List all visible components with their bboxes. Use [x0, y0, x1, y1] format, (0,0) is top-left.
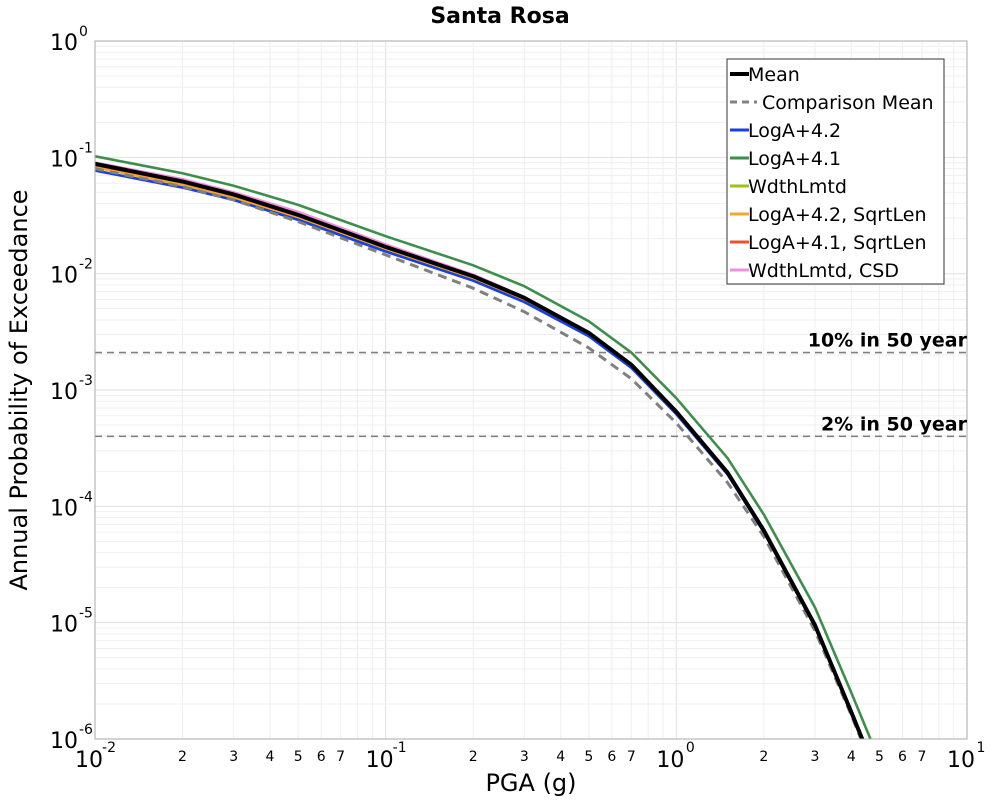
plot-frame: [94, 40, 968, 740]
y-tick-label: 10: [50, 31, 78, 56]
x-minor-tick-label: 4: [266, 749, 275, 765]
x-axis-label: PGA (g): [485, 769, 576, 797]
y-tick-exponent: 0: [79, 24, 88, 40]
x-minor-tick-label: 5: [294, 749, 303, 765]
legend-label: WdthLmtd: [748, 176, 847, 198]
reference-lines: [95, 351, 967, 438]
grid: [94, 41, 967, 740]
x-minor-tick-label: 2: [469, 749, 478, 765]
y-tick-label: 10: [50, 147, 78, 172]
x-minor-tick-label: 4: [556, 749, 565, 765]
series-line-comparison-mean: [95, 167, 863, 739]
x-minor-tick-label: 5: [584, 749, 593, 765]
legend-label: LogA+4.1: [748, 148, 841, 170]
legend-box: [726, 58, 945, 285]
reference-line-label: 10% in 50 year: [808, 330, 968, 352]
series-line-mean: [95, 161, 865, 739]
x-tick-exponent: 0: [686, 740, 695, 756]
x-tick-label: 10: [366, 748, 394, 773]
y-tick-exponent: -3: [79, 373, 93, 389]
x-minor-tick-label: 6: [898, 749, 907, 765]
y-tick-exponent: -6: [79, 722, 93, 738]
x-minor-tick-label: 7: [918, 749, 927, 765]
x-tick-label: 10: [75, 748, 103, 773]
legend-label: LogA+4.2: [748, 120, 841, 142]
legend: Mean Comparison Mean LogA+4.2 LogA+4.1 WdthL…: [726, 58, 945, 285]
x-minor-tick-label: 2: [759, 749, 768, 765]
legend-label: LogA+4.1, SqrtLen: [748, 232, 927, 254]
x-minor-tick-label: 5: [875, 749, 884, 765]
x-axis-ticks: 10 -2 10 -1 10 0 10 12 3 4 5 6 7 2 3 4 5 6 7 2 3 4 5 6 7: [75, 740, 985, 773]
y-tick-exponent: -5: [79, 606, 93, 622]
x-tick-label: 10: [656, 748, 684, 773]
x-tick-exponent: -1: [393, 740, 407, 756]
x-minor-tick-label: 4: [847, 749, 856, 765]
x-minor-tick-label: 6: [317, 749, 326, 765]
y-tick-label: 10: [50, 264, 78, 289]
legend-label: LogA+4.2, SqrtLen: [748, 204, 927, 226]
x-minor-tick-label: 7: [627, 749, 636, 765]
y-tick-label: 10: [50, 729, 78, 754]
y-tick-label: 10: [50, 380, 78, 405]
x-minor-tick-label: 2: [178, 749, 187, 765]
x-minor-tick-label: 3: [520, 749, 529, 765]
x-minor-tick-label: 7: [336, 749, 345, 765]
reference-line-label: 2% in 50 year: [821, 413, 968, 435]
y-tick-label: 10: [50, 496, 78, 521]
reference-labels: 10% in 50 year 2% in 50 year: [808, 330, 968, 436]
legend-label: WdthLmtd, CSD: [748, 260, 899, 282]
x-minor-tick-label: 3: [811, 749, 820, 765]
y-tick-exponent: -2: [79, 257, 93, 273]
chart-title: Santa Rosa: [430, 4, 569, 29]
series-lines: [95, 155, 872, 739]
y-axis-label: Annual Probability of Exceedance: [5, 189, 33, 590]
x-tick-label: 10: [947, 748, 975, 773]
x-minor-tick-label: 3: [229, 749, 238, 765]
y-tick-exponent: -1: [79, 140, 93, 156]
x-minor-tick-label: 6: [607, 749, 616, 765]
series-line-loga-4-1: [95, 155, 872, 739]
y-tick-exponent: -4: [79, 489, 93, 505]
legend-label: Comparison Mean: [762, 92, 934, 114]
x-tick-exponent: 1: [977, 740, 986, 756]
y-tick-label: 10: [50, 613, 78, 638]
x-tick-exponent: -2: [102, 740, 116, 756]
legend-label: Mean: [748, 64, 800, 86]
